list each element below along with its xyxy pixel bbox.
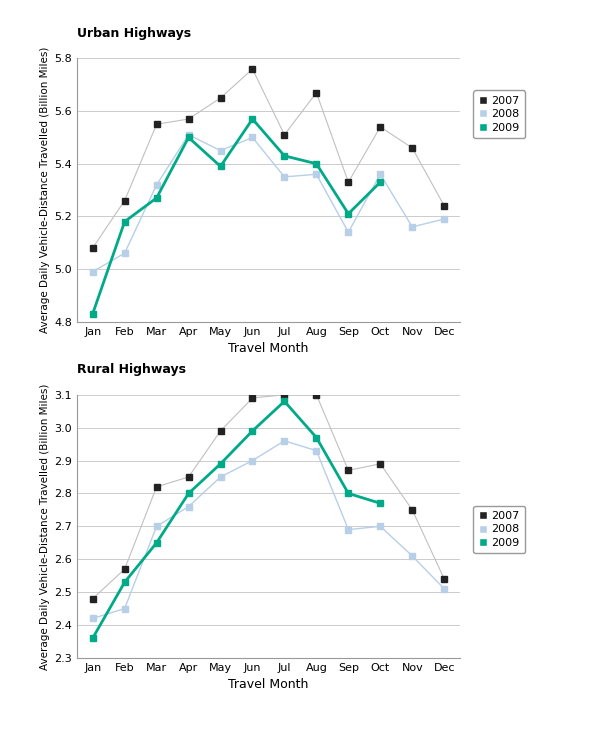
X-axis label: Travel Month: Travel Month [228, 678, 309, 692]
Legend: 2007, 2008, 2009: 2007, 2008, 2009 [473, 91, 525, 138]
X-axis label: Travel Month: Travel Month [228, 342, 309, 355]
Legend: 2007, 2008, 2009: 2007, 2008, 2009 [473, 506, 525, 553]
Text: Urban Highways: Urban Highways [77, 27, 191, 40]
Y-axis label: Average Daily Vehicle-Distance Travelled (Billion Miles): Average Daily Vehicle-Distance Travelled… [40, 47, 50, 333]
Text: Rural Highways: Rural Highways [77, 363, 186, 376]
Y-axis label: Average Daily Vehicle-Distance Travelled (Billion Miles): Average Daily Vehicle-Distance Travelled… [40, 383, 50, 670]
